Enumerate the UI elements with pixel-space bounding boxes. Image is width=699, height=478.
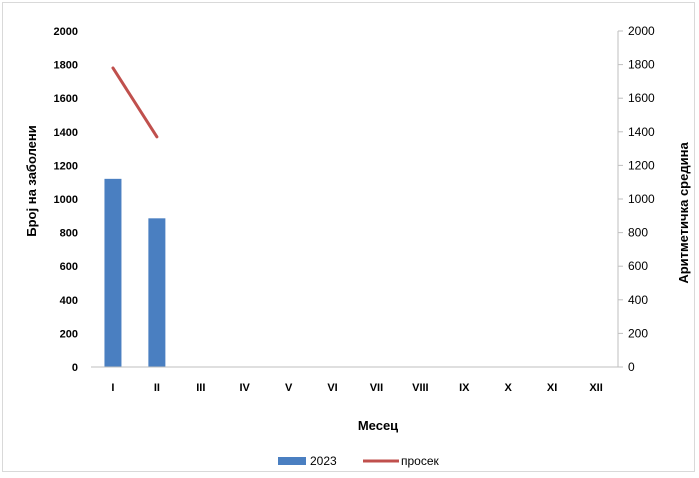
- left-tick-labels: 0 200 400 600 800 1000 1200 1400 1600 1800 2000: [54, 26, 78, 374]
- x-tick-label: XII: [589, 382, 602, 394]
- right-tick-labels: 0 200 400 600 800 1000 1200 1400 1600 1800 2000: [618, 24, 655, 374]
- chart-svg: 0 200 400 600 800 1000 1200 1400 1600 1800 2000 0 2…: [24, 24, 691, 468]
- y2-tick-label: 1200: [628, 158, 655, 172]
- x-tick-label: X: [505, 382, 513, 394]
- y-tick-label: 2000: [54, 26, 78, 38]
- y-tick-label: 800: [60, 228, 78, 240]
- y-tick-label: 1800: [54, 60, 78, 72]
- legend-label-prosek: просек: [401, 454, 440, 468]
- y2-tick-label: 1000: [628, 192, 655, 206]
- x-tick-label: IV: [240, 382, 251, 394]
- legend: 2023 просек: [278, 454, 440, 468]
- legend-swatch-2023: [278, 457, 306, 465]
- y2-tick-label: 800: [628, 226, 648, 240]
- y2-tick-label: 0: [628, 360, 635, 374]
- y-tick-label: 1000: [54, 194, 78, 206]
- x-axis-title: Месец: [358, 418, 398, 433]
- y-tick-label: 1200: [54, 160, 78, 172]
- y2-tick-label: 1600: [628, 91, 655, 105]
- x-tick-label: XI: [547, 382, 557, 394]
- y2-tick-label: 2000: [628, 24, 655, 38]
- x-tick-label: II: [154, 382, 160, 394]
- y-axis-title: Број на заболени: [24, 125, 39, 236]
- y-tick-label: 0: [72, 362, 78, 374]
- y-tick-label: 600: [60, 261, 78, 273]
- x-tick-label: VII: [370, 382, 383, 394]
- bars-group: [104, 178, 166, 367]
- x-tick-label: V: [285, 382, 293, 394]
- y-tick-label: 1600: [54, 93, 78, 105]
- x-tick-label: IX: [459, 382, 470, 394]
- y2-tick-label: 1400: [628, 125, 655, 139]
- x-tick-label: I: [111, 382, 114, 394]
- x-tick-label: III: [196, 382, 205, 394]
- y-tick-label: 200: [60, 328, 78, 340]
- y2-tick-label: 400: [628, 293, 648, 307]
- x-tick-label: VIII: [412, 382, 429, 394]
- bar-I: [104, 178, 122, 367]
- legend-label-2023: 2023: [310, 454, 337, 468]
- bar-II: [148, 218, 166, 367]
- x-tick-label: VI: [327, 382, 337, 394]
- y2-axis-title: Аритметичка средина: [676, 142, 691, 284]
- line-series-prosek: [111, 66, 159, 139]
- y2-tick-label: 600: [628, 259, 648, 273]
- line-group: [111, 66, 159, 139]
- y-tick-label: 1400: [54, 127, 78, 139]
- y-tick-label: 400: [60, 295, 78, 307]
- y2-tick-label: 1800: [628, 58, 655, 72]
- chart-frame: 0 200 400 600 800 1000 1200 1400 1600 1800 2000 0 2…: [2, 2, 695, 472]
- x-tick-labels: I II III IV V VI VII VIII IX X XI XII: [111, 382, 602, 394]
- y2-tick-label: 200: [628, 326, 648, 340]
